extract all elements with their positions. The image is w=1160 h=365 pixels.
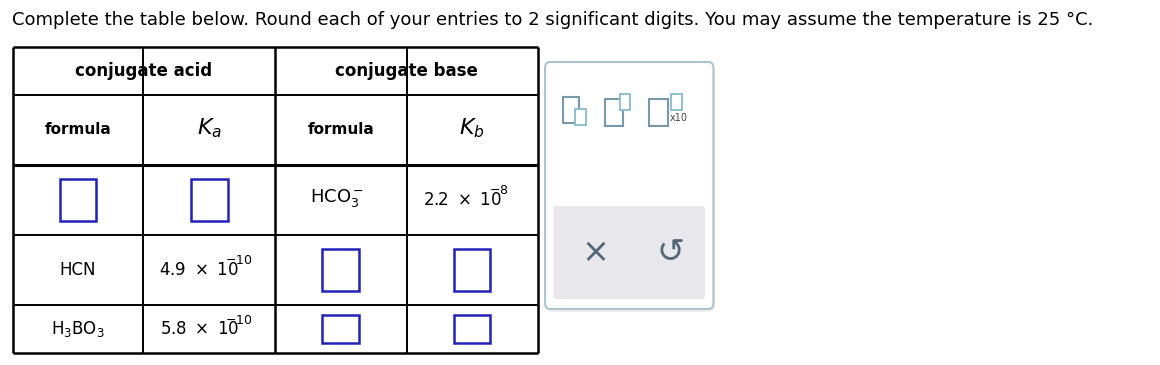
FancyBboxPatch shape: [545, 62, 713, 309]
Bar: [619, 94, 631, 110]
Text: formula: formula: [44, 123, 111, 138]
Bar: [454, 315, 491, 343]
Text: $2.2\ \times\ 10$: $2.2\ \times\ 10$: [422, 191, 501, 209]
Bar: [619, 94, 631, 110]
Bar: [575, 109, 586, 125]
Text: ↺: ↺: [657, 236, 684, 269]
Text: $\mathrm{HCO_3^-}$: $\mathrm{HCO_3^-}$: [310, 187, 364, 209]
Text: Complete the table below. Round each of your entries to 2 significant digits. Yo: Complete the table below. Round each of …: [12, 11, 1093, 29]
Bar: [563, 97, 579, 123]
Bar: [575, 109, 586, 125]
Text: $5.8\ \times\ 10$: $5.8\ \times\ 10$: [160, 320, 239, 338]
Text: formula: formula: [307, 123, 375, 138]
Bar: [322, 249, 360, 291]
Bar: [606, 99, 623, 126]
FancyBboxPatch shape: [553, 206, 705, 299]
Text: $K_b$: $K_b$: [459, 116, 485, 140]
Bar: [454, 249, 491, 291]
FancyBboxPatch shape: [546, 65, 715, 312]
Bar: [650, 99, 667, 126]
Text: ×: ×: [582, 236, 610, 269]
Text: $-8$: $-8$: [490, 184, 508, 197]
Bar: [59, 179, 96, 221]
Text: $\mathrm{H_3BO_3}$: $\mathrm{H_3BO_3}$: [51, 319, 104, 339]
Bar: [190, 179, 227, 221]
Text: $-10$: $-10$: [225, 254, 252, 268]
Text: $4.9\ \times\ 10$: $4.9\ \times\ 10$: [159, 261, 239, 279]
Text: conjugate acid: conjugate acid: [75, 62, 212, 80]
Bar: [322, 315, 360, 343]
Text: x10: x10: [669, 113, 687, 123]
Text: HCN: HCN: [59, 261, 96, 279]
Text: $K_a$: $K_a$: [197, 116, 222, 140]
Bar: [672, 94, 682, 110]
Text: $-10$: $-10$: [225, 314, 252, 327]
Text: conjugate base: conjugate base: [335, 62, 478, 80]
Bar: [672, 94, 682, 110]
